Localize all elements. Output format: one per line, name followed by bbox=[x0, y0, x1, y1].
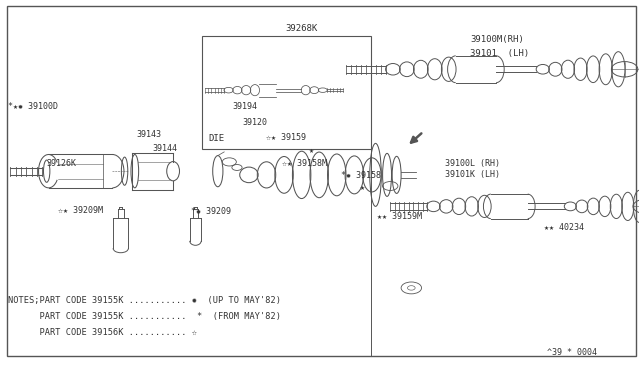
Text: 39268K: 39268K bbox=[285, 24, 317, 33]
Text: ★: ★ bbox=[360, 183, 365, 192]
Text: *★✹ 39100D: *★✹ 39100D bbox=[8, 102, 58, 111]
Text: PART CODE 39156K ........... ☆: PART CODE 39156K ........... ☆ bbox=[8, 327, 197, 337]
Text: *✹ 39158: *✹ 39158 bbox=[341, 171, 381, 180]
Text: 39101  (LH): 39101 (LH) bbox=[470, 49, 529, 58]
Text: ^39 * 0004: ^39 * 0004 bbox=[547, 347, 596, 356]
Text: 39100L (RH): 39100L (RH) bbox=[445, 159, 500, 168]
Text: 39144: 39144 bbox=[152, 144, 177, 153]
Text: DIE: DIE bbox=[208, 134, 225, 143]
Text: ★★ 39159M: ★★ 39159M bbox=[378, 212, 422, 221]
Text: NOTES;PART CODE 39155K ........... ✹  (UP TO MAY'82): NOTES;PART CODE 39155K ........... ✹ (UP… bbox=[8, 296, 282, 305]
Text: 39143: 39143 bbox=[137, 130, 162, 140]
Text: 39194: 39194 bbox=[232, 102, 257, 111]
Text: ☆★ 39209M: ☆★ 39209M bbox=[58, 206, 103, 215]
Text: 39100M(RH): 39100M(RH) bbox=[470, 35, 524, 44]
Text: ★: ★ bbox=[309, 146, 314, 155]
Text: 39120: 39120 bbox=[242, 118, 267, 127]
Text: ☆★ 39158M: ☆★ 39158M bbox=[282, 158, 326, 167]
Text: ★★ 40234: ★★ 40234 bbox=[543, 223, 584, 232]
Text: *✹ 39209: *✹ 39209 bbox=[191, 207, 231, 216]
Text: 39126K: 39126K bbox=[47, 158, 77, 167]
Text: 39101K (LH): 39101K (LH) bbox=[445, 170, 500, 179]
Text: ☆★ 39159: ☆★ 39159 bbox=[266, 133, 306, 142]
Bar bbox=[202, 36, 371, 149]
Text: PART CODE 39155K ...........  *  (FROM MAY'82): PART CODE 39155K ........... * (FROM MAY… bbox=[8, 312, 282, 321]
